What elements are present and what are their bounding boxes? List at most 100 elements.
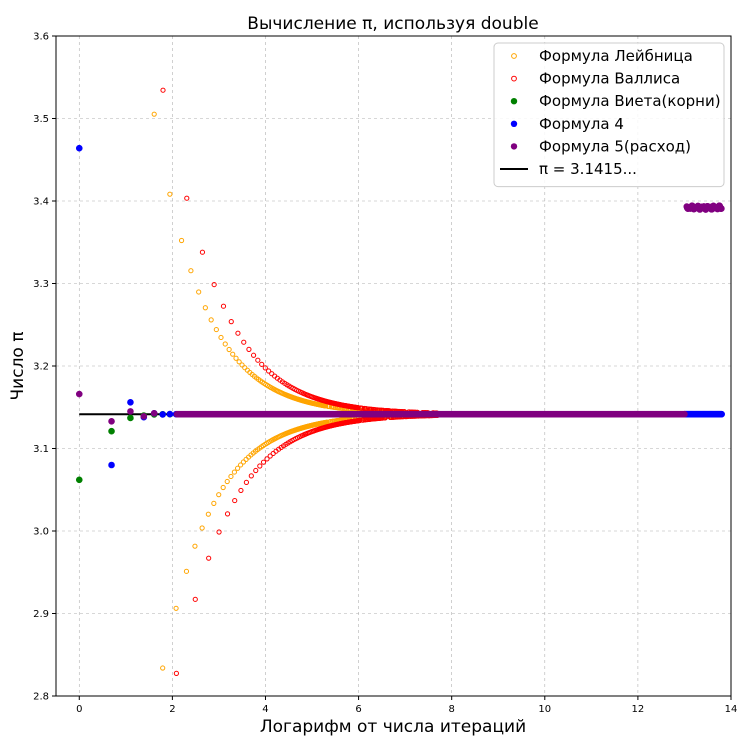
legend-marker (510, 98, 518, 105)
data-point (253, 467, 259, 474)
data-point (224, 478, 230, 485)
data-point (202, 305, 208, 311)
data-point (218, 334, 224, 341)
data-point (199, 525, 205, 531)
data-point (159, 411, 166, 418)
data-point (208, 317, 214, 323)
y-tick-label: 3.4 (33, 197, 49, 208)
data-point (267, 453, 273, 459)
legend-box (493, 42, 725, 188)
legend-marker (511, 75, 517, 82)
data-point (228, 319, 234, 325)
data-point (75, 476, 83, 484)
data-point (718, 410, 725, 418)
data-point (183, 568, 190, 574)
data-point (173, 670, 179, 676)
data-point (255, 357, 261, 363)
x-tick-label: 8 (449, 704, 455, 715)
data-point (235, 465, 241, 471)
y-tick-label: 3.0 (33, 527, 49, 538)
data-point (206, 555, 212, 561)
data-point (266, 368, 272, 374)
data-point (140, 413, 148, 420)
data-point (260, 459, 267, 465)
data-point (150, 409, 158, 417)
x-axis-label: Логарифм от числа итераций (260, 717, 526, 737)
data-point (75, 390, 83, 398)
data-point (238, 487, 244, 494)
legend-marker (510, 120, 518, 128)
data-point (192, 596, 198, 602)
data-point (264, 456, 270, 462)
data-point (248, 473, 254, 479)
y-tick-label: 3.2 (33, 362, 49, 373)
data-point (243, 479, 250, 485)
legend-marker (511, 53, 517, 59)
x-tick-label: 2 (169, 704, 175, 715)
legend-label: Формула Валлиса (539, 70, 680, 88)
data-point (166, 410, 174, 418)
data-point (259, 361, 265, 367)
data-point (239, 362, 245, 368)
y-tick-label: 3.6 (33, 32, 49, 43)
y-tick-label: 2.8 (33, 692, 49, 703)
y-tick-label: 3.5 (33, 114, 49, 125)
data-point (160, 87, 166, 93)
data-point (220, 484, 226, 491)
data-point (127, 414, 134, 422)
data-point (167, 191, 173, 197)
x-tick-label: 14 (725, 704, 738, 715)
legend-label: Формула 5(расход) (539, 137, 691, 155)
data-point (75, 144, 83, 152)
data-point (233, 355, 239, 361)
x-tick-label: 0 (76, 704, 82, 715)
data-point (262, 365, 268, 371)
data-point (205, 511, 211, 517)
data-point (213, 326, 219, 333)
data-point (199, 249, 206, 255)
y-axis-label: Число π (8, 332, 28, 401)
x-tick-label: 4 (262, 704, 268, 715)
series-0000ff (75, 144, 725, 469)
series-group (75, 87, 725, 676)
data-point (235, 330, 241, 336)
data-point (108, 417, 115, 425)
data-point (230, 351, 236, 357)
y-tick-label: 3.3 (33, 279, 49, 290)
data-point (246, 346, 252, 352)
data-point (236, 359, 242, 365)
data-point (355, 405, 361, 411)
data-point (178, 237, 185, 244)
data-point (250, 352, 257, 358)
chart-title: Вычисление π, используя double (247, 14, 538, 34)
data-point (184, 195, 190, 201)
x-tick-label: 10 (538, 704, 551, 715)
legend: Формула Лейбница Формула Валлиса Формула В… (493, 42, 725, 188)
legend-label: π = 3.1415... (539, 160, 637, 178)
legend-label: Формула 4 (539, 115, 624, 133)
data-point (127, 398, 134, 406)
legend-label: Формула Виета(корни) (539, 92, 721, 110)
data-point (173, 605, 179, 611)
data-point (196, 289, 202, 295)
data-point (127, 408, 134, 415)
data-point (357, 417, 363, 424)
data-point (228, 473, 234, 480)
data-point (222, 341, 228, 347)
data-point (160, 665, 166, 671)
data-point (240, 459, 247, 465)
data-point (224, 511, 231, 517)
data-point (681, 410, 688, 418)
data-point (108, 427, 115, 435)
data-point (211, 281, 217, 288)
data-point (718, 205, 725, 212)
x-tick-label: 12 (632, 704, 645, 715)
axis-ticks: 0 2 4 6 8 10 12 14 2.8 2.9 3.0 3.1 3.2 3.3 3.4 3.5 3.6 (33, 32, 737, 716)
data-point (238, 462, 244, 468)
data-point (192, 543, 198, 549)
legend-label: Формула Лейбница (539, 47, 693, 65)
data-point (216, 492, 222, 498)
y-tick-label: 2.9 (33, 609, 49, 620)
series-800080 (75, 202, 725, 425)
